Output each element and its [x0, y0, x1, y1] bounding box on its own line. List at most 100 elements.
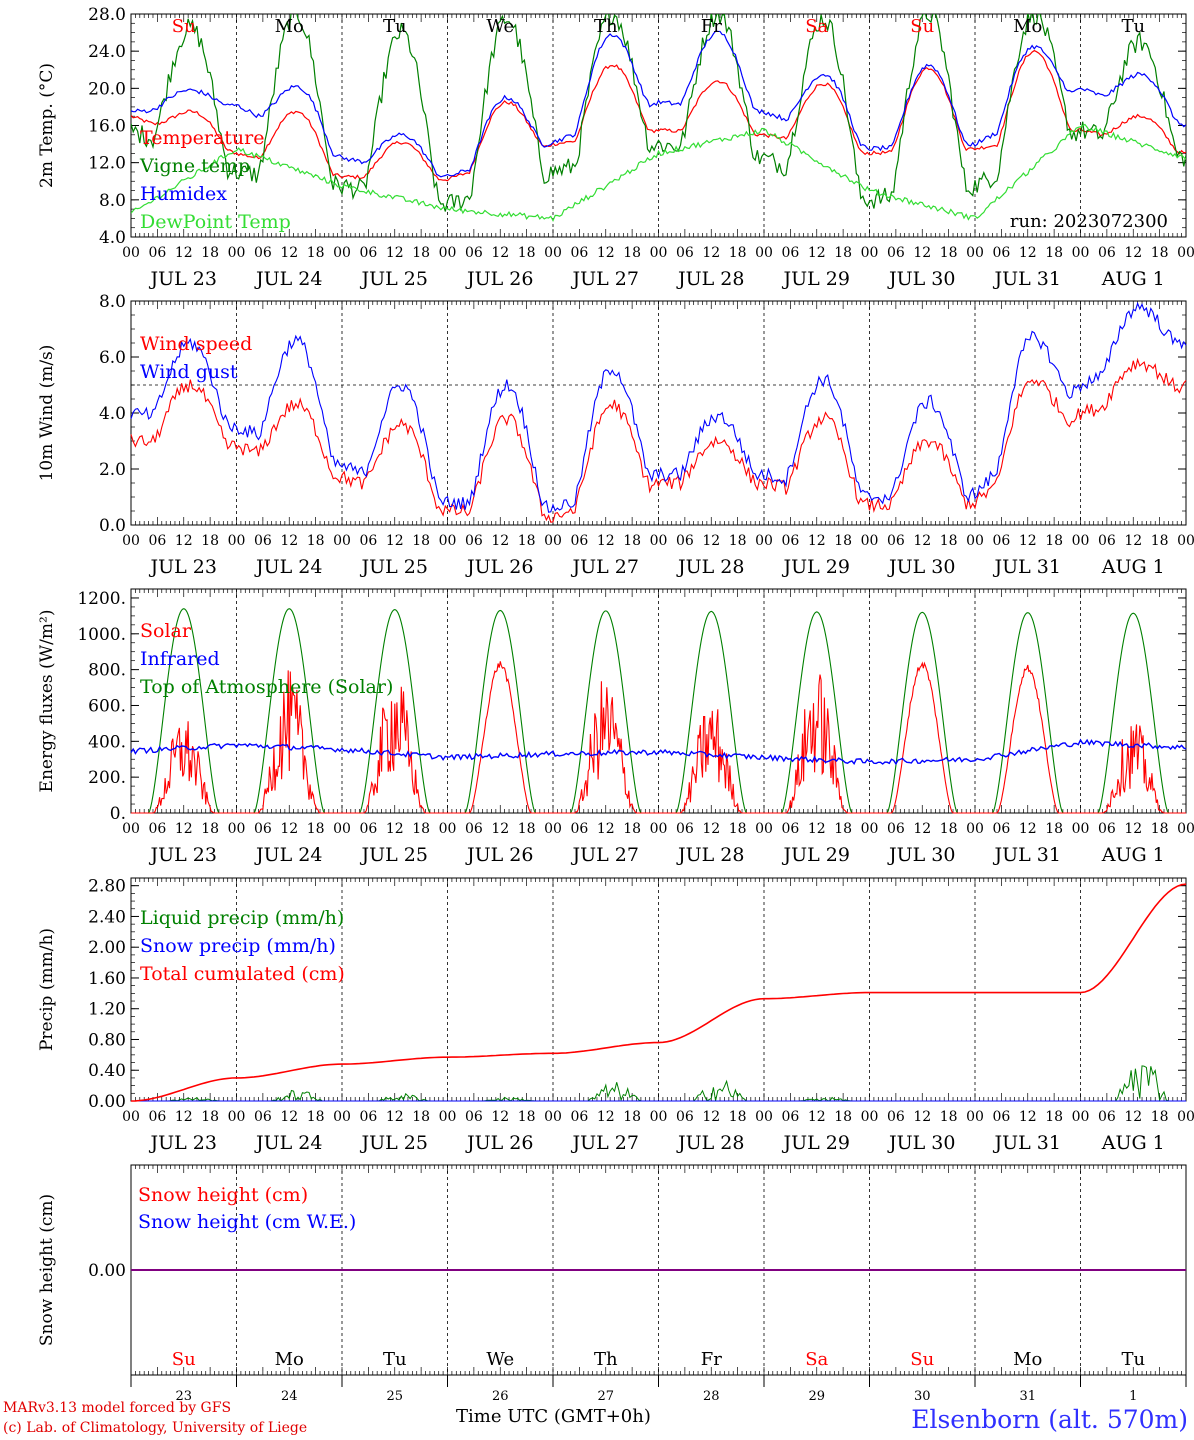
- hour-tick-label: 18: [201, 821, 219, 837]
- y-tick-label: 600.: [88, 696, 126, 716]
- hour-tick-label: 06: [254, 533, 272, 549]
- hour-tick-label: 00: [1177, 245, 1194, 261]
- hour-tick-label: 18: [1151, 245, 1169, 261]
- day-label: JUL 31: [993, 268, 1061, 290]
- hour-tick-label: 12: [913, 245, 931, 261]
- day-label: JUL 27: [571, 556, 639, 578]
- credit-line-1: MARv3.13 model forced by GFS: [3, 1400, 232, 1416]
- hour-tick-label: 00: [333, 1109, 351, 1125]
- hour-tick-label: 00: [544, 533, 562, 549]
- hour-tick-label: 00: [755, 821, 773, 837]
- hour-tick-label: 12: [280, 533, 298, 549]
- day-number-label: 1: [1129, 1389, 1137, 1404]
- y-tick-label: 6.0: [99, 348, 126, 368]
- y-tick-label: 2.0: [99, 460, 126, 480]
- hour-tick-label: 18: [729, 533, 747, 549]
- hour-tick-label: 18: [201, 533, 219, 549]
- hour-tick-label: 06: [781, 245, 799, 261]
- hour-tick-label: 00: [439, 821, 457, 837]
- y-tick-label: 1.20: [88, 1000, 126, 1020]
- hour-tick-label: 00: [122, 1109, 140, 1125]
- hour-tick-label: 00: [544, 1109, 562, 1125]
- legend-entry: Wind speed: [140, 333, 252, 355]
- y-tick-label: 1000.: [77, 625, 126, 645]
- hour-tick-label: 18: [834, 821, 852, 837]
- plot-frame: [130, 300, 1187, 526]
- hour-tick-label: 18: [518, 245, 536, 261]
- y-tick-label: 4.0: [99, 404, 126, 424]
- hour-tick-label: 00: [122, 533, 140, 549]
- weekday-label: Tu: [383, 16, 407, 37]
- hour-tick-label: 00: [333, 821, 351, 837]
- hour-tick-label: 00: [1177, 1109, 1194, 1125]
- hour-tick-label: 00: [861, 245, 879, 261]
- panel-5: 0.00 Snow height (cm) Snow height (cm) Snow…: [37, 1164, 1187, 1404]
- hour-tick-label: 06: [887, 1109, 905, 1125]
- legend-entry: Snow height (cm W.E.): [138, 1211, 356, 1233]
- hour-tick-label: 18: [1151, 1109, 1169, 1125]
- day-label: AUG 1: [1101, 268, 1165, 290]
- hour-tick-label: 00: [650, 1109, 668, 1125]
- panel-2: 0.0 2.0 4.0 6.0 8.0 10m Wind (m/s) 00 06 12 18 00 0…: [37, 292, 1194, 578]
- y-tick-label: 2.00: [88, 938, 126, 958]
- hour-tick-label: 00: [122, 245, 140, 261]
- weekday-label: Sa: [805, 16, 828, 37]
- day-label: JUL 25: [360, 556, 428, 578]
- series-line: [130, 357, 1187, 523]
- hour-tick-label: 00: [966, 1109, 984, 1125]
- hour-tick-label: 06: [781, 821, 799, 837]
- day-label: JUL 29: [782, 844, 850, 866]
- day-label: JUL 28: [676, 268, 744, 290]
- y-tick-label: 400.: [88, 732, 126, 752]
- y-tick-label: 28.0: [88, 5, 126, 25]
- weekday-label: Su: [910, 16, 934, 37]
- y-tick-label: 1.60: [88, 969, 126, 989]
- day-label: JUL 25: [360, 844, 428, 866]
- day-label: JUL 29: [782, 556, 850, 578]
- hour-tick-label: 00: [650, 245, 668, 261]
- y-tick-label: 0.00: [88, 1261, 126, 1281]
- series-line: [130, 738, 1187, 766]
- hour-tick-label: 12: [491, 533, 509, 549]
- hour-tick-label: 12: [808, 533, 826, 549]
- hour-tick-label: 06: [992, 533, 1010, 549]
- day-label: JUL 26: [465, 268, 533, 290]
- weekday-label: Fr: [701, 16, 722, 37]
- y-axis-label: Snow height (cm): [37, 1194, 57, 1346]
- hour-tick-label: 06: [781, 533, 799, 549]
- series-line: [131, 123, 1186, 223]
- hour-tick-label: 00: [861, 821, 879, 837]
- day-label: JUL 27: [571, 268, 639, 290]
- hour-tick-label: 18: [623, 245, 641, 261]
- hour-tick-label: 06: [254, 821, 272, 837]
- hour-tick-label: 12: [491, 821, 509, 837]
- hour-tick-label: 18: [1045, 821, 1063, 837]
- hour-tick-label: 18: [940, 821, 958, 837]
- legend-entry: Top of Atmosphere (Solar): [140, 676, 393, 698]
- hour-tick-label: 06: [887, 533, 905, 549]
- hour-tick-label: 06: [676, 1109, 694, 1125]
- hour-tick-label: 18: [623, 1109, 641, 1125]
- hour-tick-label: 06: [781, 1109, 799, 1125]
- legend-entry: Humidex: [140, 183, 227, 205]
- panel-3: 0. 200. 400. 600. 800. 1000. 1200. Energy fluxe…: [37, 588, 1194, 866]
- hour-tick-label: 06: [887, 821, 905, 837]
- day-label: JUL 23: [149, 268, 217, 290]
- y-tick-label: 4.0: [99, 228, 126, 248]
- y-axis-label: 10m Wind (m/s): [37, 345, 57, 482]
- hour-tick-label: 00: [333, 533, 351, 549]
- hour-tick-label: 18: [1151, 533, 1169, 549]
- weekday-label: Tu: [1121, 16, 1145, 37]
- day-label: JUL 28: [676, 1132, 744, 1154]
- hour-tick-label: 06: [570, 533, 588, 549]
- day-label: JUL 26: [465, 844, 533, 866]
- y-axis-label: 2m Temp. (°C): [37, 63, 57, 188]
- hour-tick-label: 12: [1019, 533, 1037, 549]
- day-number-label: 29: [808, 1389, 825, 1404]
- hour-tick-label: 12: [597, 245, 615, 261]
- hour-tick-label: 12: [913, 533, 931, 549]
- hour-tick-label: 18: [307, 533, 325, 549]
- weekday-label: Mo: [1013, 1349, 1042, 1370]
- hour-tick-label: 12: [175, 533, 193, 549]
- hour-tick-label: 18: [412, 245, 430, 261]
